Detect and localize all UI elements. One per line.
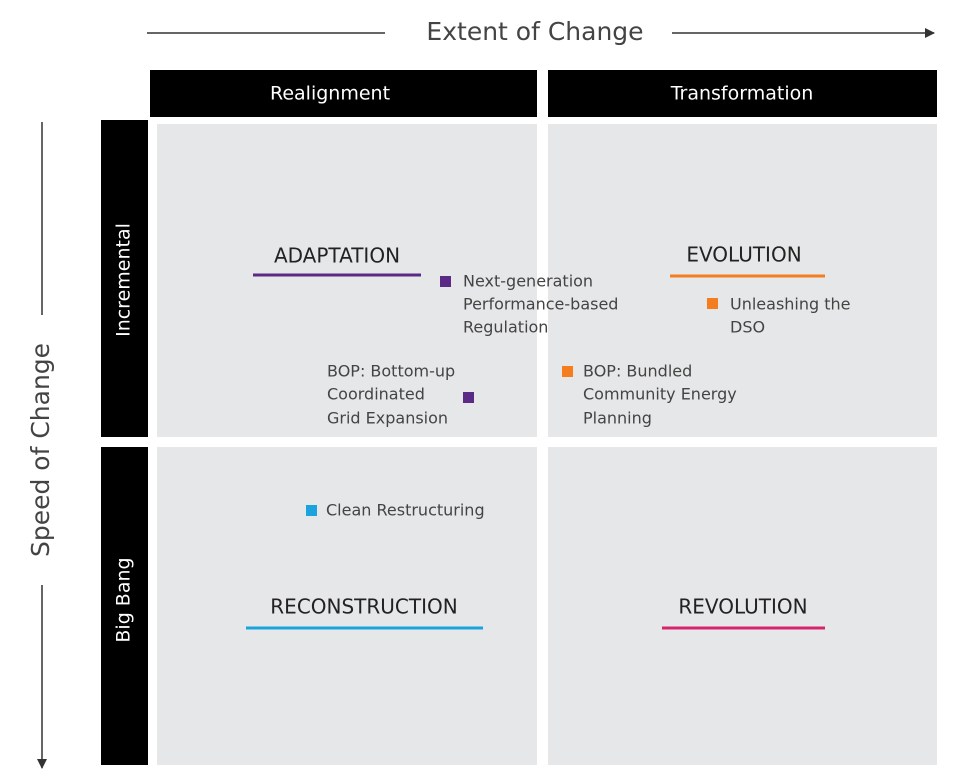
item-text: DSO [730,318,765,337]
quadrant-label: RECONSTRUCTION [270,595,457,619]
item-marker [440,276,451,287]
quadrant [548,124,937,437]
quadrant-label: REVOLUTION [678,595,807,619]
item-text: Planning [583,409,652,428]
column-header [150,70,537,117]
item-marker [707,298,718,309]
item-text: Performance-based [463,295,618,314]
row-header [101,120,148,437]
x-axis-label: Extent of Change [426,17,643,46]
quadrant-label: ADAPTATION [274,244,400,268]
item-marker [463,392,474,403]
y-axis-label: Speed of Change [26,343,55,557]
item-text: BOP: Bundled [583,362,692,381]
column-header [548,70,937,117]
item-text: Grid Expansion [327,409,448,428]
item-text: Next-generation [463,272,593,291]
item-text: Community Energy [583,385,737,404]
column-label: Realignment [270,83,390,105]
quadrant [548,447,937,765]
quadrant-label: EVOLUTION [686,243,801,267]
item-marker [562,366,573,377]
item-text: BOP: Bottom-up [327,362,455,381]
quadrant [157,447,537,765]
item-text: Unleashing the [730,295,851,314]
row-label: Big Bang [113,557,135,642]
quadrant [157,124,537,437]
item-text: Clean Restructuring [326,501,485,520]
column-label: Transformation [670,83,814,105]
item-text: Regulation [463,318,548,337]
item-marker [306,505,317,516]
row-label: Incremental [113,223,135,337]
row-header [101,447,148,765]
item-text: Coordinated [327,385,425,404]
